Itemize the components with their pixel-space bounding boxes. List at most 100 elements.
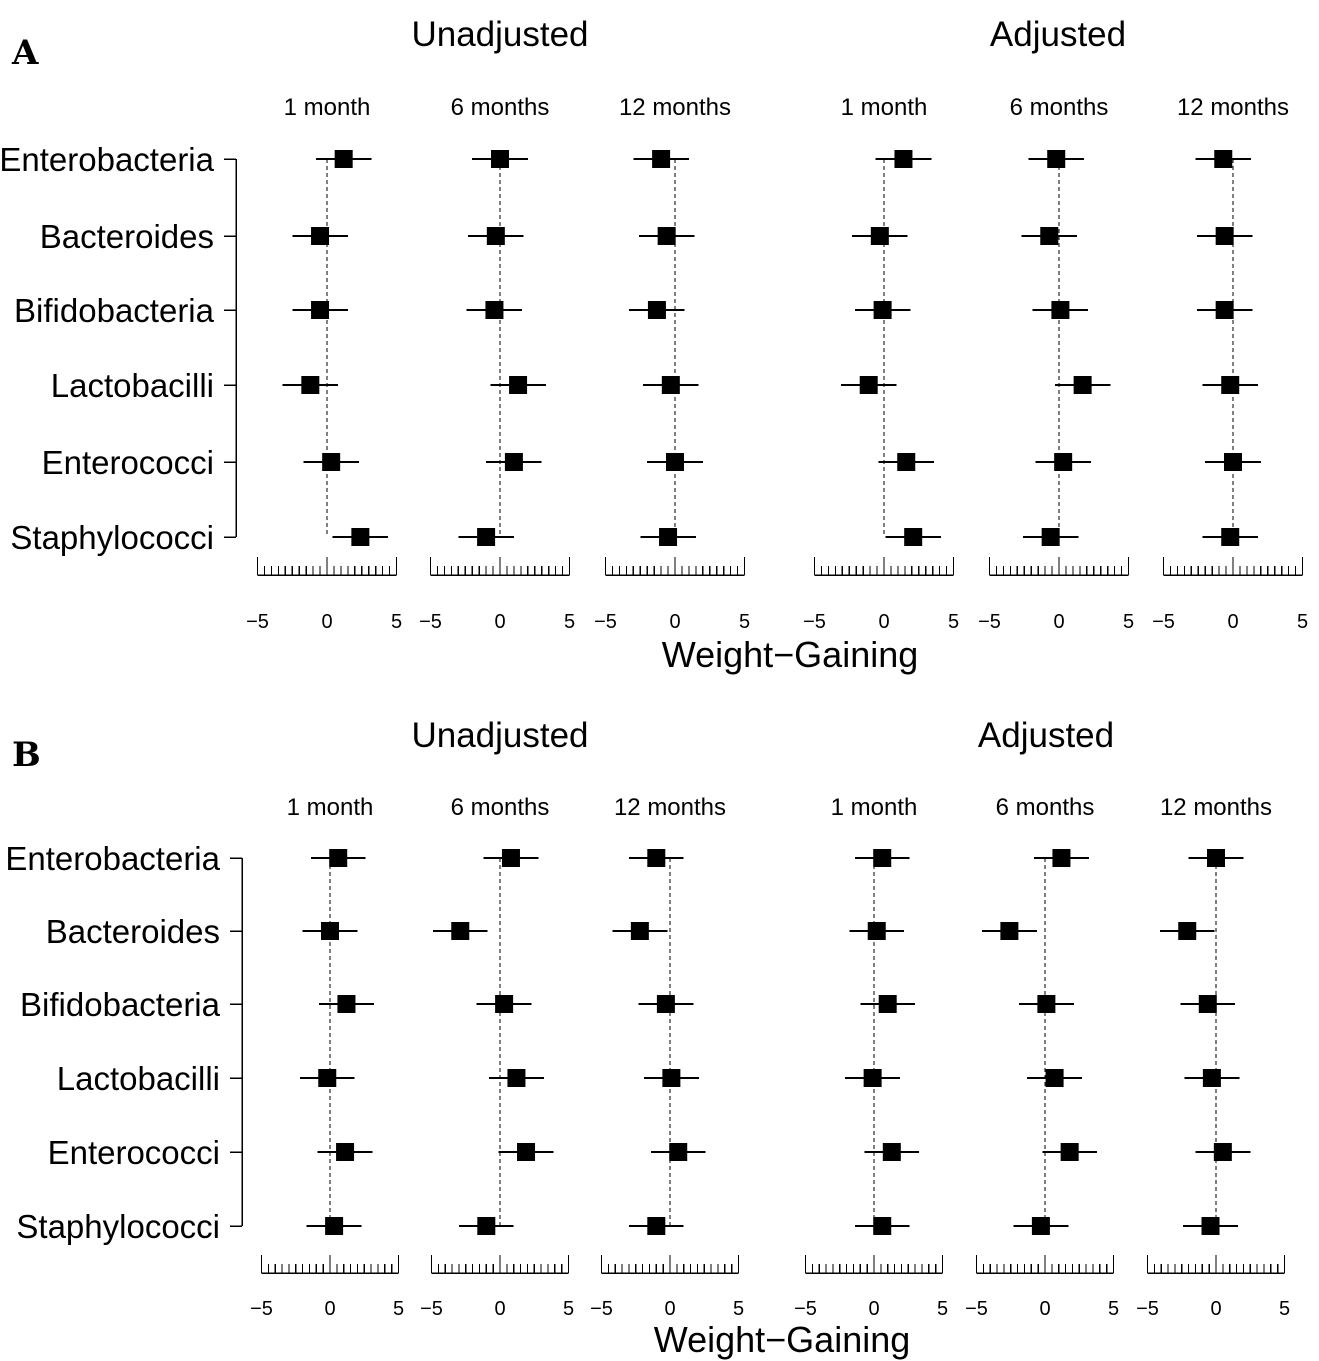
panel-a-row-label: Staphylococci (10, 519, 214, 556)
panel-a-adjusted-1-month-point-staphylococci (904, 528, 923, 546)
panel-b-adjusted-12-months-x-tick-label: 0 (1210, 1298, 1221, 1320)
panel-b-unadjusted-1-month-x-tick-label: 0 (324, 1298, 335, 1320)
panel-a-unadjusted-12-months-title: 12 months (619, 94, 731, 121)
panel-b-row-label: Bifidobacteria (20, 986, 221, 1023)
panel-a-unadjusted-12-months-point-bacteroides (657, 227, 676, 245)
panel-b-adjusted-1-month-point-lactobacilli (863, 1069, 882, 1087)
panel-b-adjusted-1-month-point-enterobacteria (873, 849, 892, 867)
panel-a-unadjusted-1-month-point-bacteroides (311, 227, 330, 245)
panel-b-adjusted-1-month-point-bacteroides (867, 922, 886, 940)
panel-b-adjusted-12-months-point-bifidobacteria (1198, 995, 1217, 1013)
panel-b-adjusted-6-months-x-tick-label: 5 (1108, 1298, 1119, 1320)
panel-a-row-label: Enterobacteria (0, 141, 215, 178)
panel-a-adjusted-6-months-point-bifidobacteria (1051, 301, 1070, 319)
panel-a-adjusted-12-months-x-tick-label: −5 (1152, 611, 1175, 633)
panel-a-unadjusted-6-months-point-bifidobacteria (485, 301, 504, 319)
panel-b-unadjusted-6-months-x-tick-label: −5 (420, 1298, 443, 1320)
panel-b-adjusted-12-months-point-enterobacteria (1207, 849, 1225, 867)
panel-b-unadjusted-6-months-point-bifidobacteria (495, 995, 514, 1013)
panel-a-unadjusted-1-month-point-lactobacilli (301, 376, 320, 394)
panel-b-adjusted-1-month-point-staphylococci (873, 1217, 892, 1235)
panel-b-adjusted-1-month-x-tick-label: −5 (794, 1298, 817, 1320)
panel-b-unadjusted-6-months-point-enterobacteria (501, 849, 520, 867)
panel-b-adjusted-6-months-point-enterobacteria (1052, 849, 1071, 867)
panel-b-unadjusted-12-months-point-lactobacilli (662, 1069, 681, 1087)
panel-b-group-title-0: Unadjusted (411, 716, 588, 755)
panel-b-unadjusted-12-months-x-tick-label: 0 (664, 1298, 675, 1320)
panel-b-row-label: Bacteroides (46, 913, 220, 950)
panel-b-unadjusted-6-months-point-bacteroides (451, 922, 470, 940)
panel-a-adjusted-1-month-title: 1 month (841, 94, 928, 121)
panel-b-unadjusted-6-months-x-tick-label: 5 (563, 1298, 574, 1320)
panel-b-unadjusted-6-months-point-enterococci (517, 1143, 536, 1161)
panel-b-unadjusted-12-months-title: 12 months (614, 794, 726, 821)
panel-b-unadjusted-1-month-title: 1 month (287, 794, 374, 821)
panel-a-adjusted-6-months-point-enterococci (1054, 453, 1073, 471)
panel-b-unadjusted-12-months-point-enterococci (669, 1143, 688, 1161)
panel-a-row-label: Bifidobacteria (14, 292, 215, 329)
panel-a-unadjusted-1-month-point-staphylococci (351, 528, 370, 546)
panel-a-adjusted-1-month-x-tick-label: 5 (948, 611, 959, 633)
panel-a-unadjusted-12-months-point-lactobacilli (661, 376, 680, 394)
panel-b-unadjusted-12-months-point-staphylococci (647, 1217, 666, 1235)
panel-a-adjusted-6-months-point-staphylococci (1041, 528, 1060, 546)
panel-b-x-label: Weight−Gaining (654, 1319, 911, 1360)
panel-b-adjusted-6-months-x-tick-label: 0 (1039, 1298, 1050, 1320)
panel-a-adjusted-12-months-point-staphylococci (1221, 528, 1240, 546)
panel-a-unadjusted-1-month-point-enterococci (322, 453, 341, 471)
panel-b-adjusted-6-months-point-bacteroides (1000, 922, 1019, 940)
panel-b-unadjusted-6-months-point-staphylococci (477, 1217, 496, 1235)
panel-a-unadjusted-6-months-point-bacteroides (486, 227, 505, 245)
panel-b-unadjusted-1-month-point-bifidobacteria (337, 995, 356, 1013)
panel-b-adjusted-1-month-x-tick-label: 5 (937, 1298, 948, 1320)
panel-b-adjusted-12-months-x-tick-label: 5 (1279, 1298, 1290, 1320)
panel-a-unadjusted-12-months-point-bifidobacteria (647, 301, 666, 319)
panel-a-unadjusted-1-month-point-bifidobacteria (311, 301, 330, 319)
panel-a-row-label: Lactobacilli (51, 367, 214, 404)
panel-a-adjusted-12-months-title: 12 months (1177, 94, 1289, 121)
panel-a-unadjusted-1-month-point-enterobacteria (334, 150, 353, 168)
panel-a-adjusted-1-month-point-enterobacteria (894, 150, 913, 168)
panel-a-unadjusted-1-month-x-tick-label: 0 (321, 611, 332, 633)
panel-a-unadjusted-12-months-point-enterobacteria (652, 150, 671, 168)
panel-a-unadjusted-6-months-title: 6 months (451, 94, 550, 121)
panel-b-unadjusted-1-month-x-tick-label: 5 (393, 1298, 404, 1320)
panel-b-unadjusted-1-month-point-lactobacilli (318, 1069, 337, 1087)
panel-a-adjusted-1-month-point-bifidobacteria (873, 301, 892, 319)
panel-b-unadjusted-1-month-x-tick-label: −5 (250, 1298, 273, 1320)
panel-b-adjusted-12-months-point-enterococci (1213, 1143, 1232, 1161)
panel-b-adjusted-6-months-point-lactobacilli (1045, 1069, 1064, 1087)
panel-a-unadjusted-6-months-x-tick-label: 0 (494, 611, 505, 633)
panel-b-unadjusted-6-months-point-lactobacilli (507, 1069, 526, 1087)
panel-a-group-title-1: Adjusted (990, 15, 1126, 54)
panel-a-unadjusted-6-months-point-enterobacteria (491, 150, 509, 168)
panel-b-unadjusted-1-month-point-enterobacteria (329, 849, 348, 867)
panel-b-unadjusted-1-month-point-staphylococci (325, 1217, 344, 1235)
panel-a-row-label: Enterococci (42, 444, 214, 481)
panel-b-adjusted-12-months-title: 12 months (1160, 794, 1272, 821)
panel-a-adjusted-6-months-x-tick-label: 0 (1053, 611, 1064, 633)
panel-b-unadjusted-12-months-point-bacteroides (630, 922, 649, 940)
panel-a-unadjusted-6-months-point-staphylococci (477, 528, 496, 546)
panel-a-unadjusted-1-month-x-tick-label: 5 (391, 611, 402, 633)
panel-a-unadjusted-12-months-x-tick-label: −5 (594, 611, 617, 633)
panel-b-unadjusted-12-months-point-enterobacteria (647, 849, 666, 867)
panel-b-unadjusted-6-months-x-tick-label: 0 (494, 1298, 505, 1320)
panel-a-adjusted-6-months-title: 6 months (1010, 94, 1109, 121)
panel-b-adjusted-12-months-point-bacteroides (1178, 922, 1197, 940)
panel-a-unadjusted-6-months-x-tick-label: 5 (564, 611, 575, 633)
panel-a-adjusted-1-month-point-enterococci (897, 453, 916, 471)
panel-a-adjusted-12-months-x-tick-label: 0 (1227, 611, 1238, 633)
panel-a-unadjusted-1-month-x-tick-label: −5 (246, 611, 269, 633)
panel-b-letter: B (12, 735, 41, 775)
panel-b-row-label: Enterobacteria (5, 840, 220, 877)
panel-a-adjusted-6-months-point-lactobacilli (1073, 376, 1092, 394)
panel-a-adjusted-6-months-point-bacteroides (1040, 227, 1059, 245)
panel-a-unadjusted-6-months-point-enterococci (504, 453, 523, 471)
panel-b-adjusted-6-months-title: 6 months (996, 794, 1095, 821)
panel-a-unadjusted-12-months-point-staphylococci (659, 528, 678, 546)
panel-a-unadjusted-6-months-point-lactobacilli (509, 376, 528, 394)
panel-b-adjusted-6-months-point-bifidobacteria (1037, 995, 1056, 1013)
panel-a-adjusted-6-months-x-tick-label: 5 (1123, 611, 1134, 633)
